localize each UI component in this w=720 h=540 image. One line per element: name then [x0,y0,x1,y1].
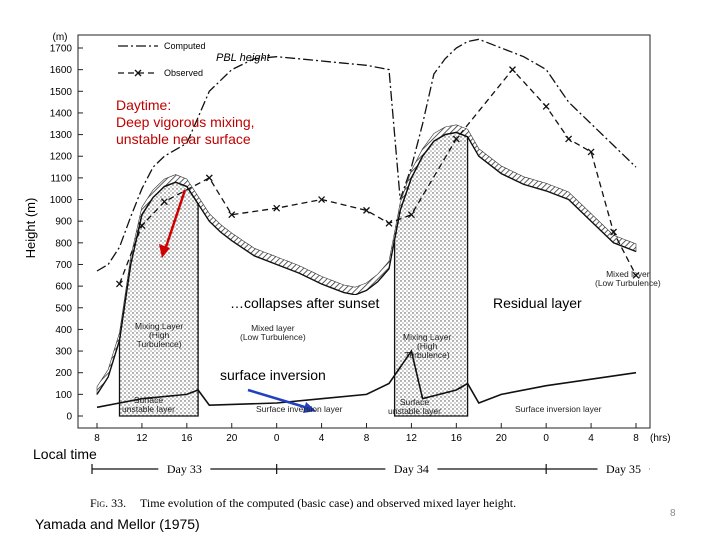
surface-layer-line [96,349,637,409]
observed-point [452,135,460,143]
stippled-mixing-region-day2 [393,131,469,417]
stippled-mixing-region-day1 [118,181,199,417]
x-tick-label: 8 [633,433,639,444]
y-tick-label: 900 [55,217,72,228]
x-tick-label: 8 [94,433,100,444]
mixed-layer-top-line [96,131,637,395]
y-tick-label: 500 [55,303,72,314]
x-tick-label: 12 [406,433,418,444]
annotation-arrowhead-daytime [159,244,170,258]
observed-point [115,280,123,288]
annotation-daytime: Daytime: Deep vigorous mixing, unstable … [116,97,255,147]
day-label-bg [597,460,650,478]
x-tick-label: 20 [226,433,238,444]
region-label-night1-inversion: Surface inversion layer [256,404,343,414]
x-tick-label: 12 [136,433,148,444]
caption-text: Time evolution of the computed (basic ca… [140,496,516,510]
y-tick-label: 0 [66,412,72,423]
region-label-night2-inversion: Surface inversion layer [515,404,602,414]
x-tick-label: 4 [588,433,594,444]
observed-point [587,148,595,156]
day-label-bg [158,460,211,478]
observed-point [385,219,393,227]
observed-point [205,174,213,182]
observed-point [363,206,370,214]
region-label-day2-surface: Surface unstable layer [388,397,441,416]
observed-point [610,228,618,236]
y-tick-label: 700 [55,260,72,271]
y-tick-label: 100 [55,390,72,401]
region-label-day1-mixing: Mixing Layer (High Turbulence) [135,321,184,349]
annotation-arrow-daytime [163,189,187,251]
x-tick-label: 8 [364,433,370,444]
annotation-arrow-inversion [247,388,309,410]
observed-point [138,222,146,229]
observed-point [565,135,573,143]
y-tick-label: 1500 [50,87,73,98]
day-label-bg [385,460,438,478]
legend-label-computed: Computed [164,41,206,51]
x-tick-label: 0 [543,433,549,444]
legend-label-observed: Observed [164,68,203,78]
y-tick-label: 800 [55,238,72,249]
x-tick-label: 4 [319,433,325,444]
region-label-day1-surface: Surface unstable layer [122,395,175,414]
y-tick-label: 1300 [50,130,73,141]
observed-point [542,102,550,110]
observed-point [407,211,415,219]
y-tick-label: 1000 [50,195,73,206]
plot-frame [77,34,651,429]
day-label: Day 34 [394,462,429,476]
observed-point [632,271,640,279]
x-tick-label: 16 [451,433,463,444]
annotation-residual: Residual layer [493,295,582,311]
x-tick-label: 20 [496,433,508,444]
annotation-arrowhead-inversion [303,402,316,413]
region-label-night1-mixed: Mixed layer (Low Turbulence) [240,323,306,342]
region-label-day2-mixing: Mixing Layer (High Turbulence) [403,332,452,360]
y-tick-label: 1400 [50,108,73,119]
observed-point [273,204,281,212]
slide-number: 8 [670,508,676,519]
y-tick-label: 400 [55,325,72,336]
annotation-pbl-height: PBL height [216,52,270,64]
y-tick-label: 300 [55,347,72,358]
y-tick-label: 1100 [50,173,72,184]
day-label: Day 35 [606,462,641,476]
x-axis-label: Local time [33,446,97,462]
observed-point [318,196,326,203]
observed-point [509,66,516,74]
annotation-collapses: …collapses after sunset [230,295,380,311]
caption-fig: Fig. 33. [90,496,126,510]
x-tick-label: 0 [274,433,280,444]
annotation-surface-inversion: surface inversion [220,367,326,383]
series-line-computed [96,38,637,272]
region-label-night2-mixed: Mixed layer (Low Turbulence) [595,269,661,288]
y-tick-label: 600 [55,282,72,293]
y-unit-label: (m) [53,32,68,43]
y-tick-label: 1200 [50,152,73,163]
observed-point [228,211,236,219]
citation: Yamada and Mellor (1975) [35,516,200,532]
y-tick-label: 1600 [50,65,73,76]
observed-point [160,198,168,206]
y-axis-label: Height (m) [23,198,38,259]
y-tick-label: 1700 [50,44,73,55]
legend-cross-marker [134,69,142,77]
day-label: Day 33 [167,462,202,476]
y-tick-label: 200 [55,368,72,379]
x-unit-label: (hrs) [650,433,671,444]
x-tick-label: 16 [181,433,193,444]
